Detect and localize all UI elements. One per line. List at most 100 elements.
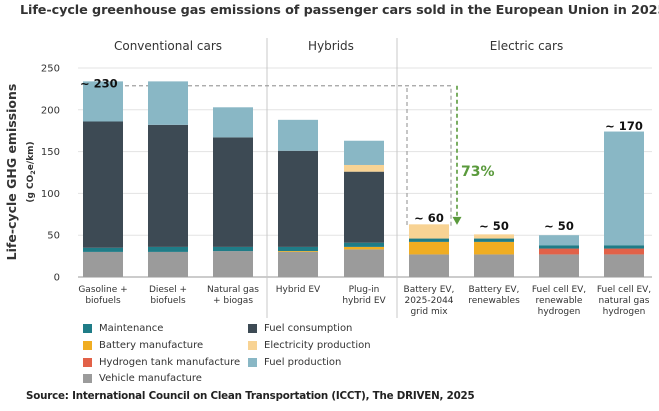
bar-segment-maintenance — [604, 245, 644, 249]
bar-segment-battery-manufacture — [344, 246, 384, 250]
category-label-line: grid mix — [410, 307, 448, 317]
legend-label: Battery manufacture — [99, 339, 204, 351]
legend-item: Electricity production — [248, 340, 371, 351]
category-label: Fuel cell EV, renewable hydrogen — [532, 285, 586, 317]
legend-label: Hydrogen tank manufacture — [99, 356, 241, 368]
value-annotation: ~ 50 — [479, 219, 509, 233]
bar-segment-fuel-production — [213, 107, 253, 138]
y-tick-label: 0 — [54, 273, 60, 284]
bar-segment-electricity-production — [344, 164, 384, 172]
bar-segment-battery-manufacture — [474, 241, 514, 255]
category-label-line: 2025-2044 — [404, 296, 453, 306]
y-tick-label: 50 — [47, 231, 60, 242]
reduction-arrow-head — [452, 216, 462, 225]
legend-item: Maintenance — [83, 323, 163, 334]
bar-segment-vehicle-manufacture — [539, 254, 579, 277]
bar-segment-fuel-production — [344, 140, 384, 165]
bar-segment-battery-manufacture — [409, 241, 449, 255]
y-axis-title: Life-cycle GHG emissions — [4, 84, 19, 261]
bar-segment-fuel-production — [83, 81, 123, 122]
category-label: Hybrid EV — [276, 285, 321, 295]
legend-item: Fuel consumption — [248, 323, 352, 334]
bar-segment-electricity-production — [409, 224, 449, 239]
category-label-line: hydrogen — [603, 307, 646, 317]
dashed-reference-box — [83, 85, 452, 227]
group-label: Hybrids — [308, 39, 354, 53]
y-axis: 0 50 100 150 200 250 Life-cycle GHG emissions (… — [4, 64, 60, 284]
bar-segment-maintenance — [474, 238, 514, 242]
legend-item: Fuel production — [248, 357, 341, 368]
bar-segment-vehicle-manufacture — [148, 251, 188, 277]
group-label: Electric cars — [490, 39, 563, 53]
bar-segment-battery-manufacture — [278, 251, 318, 252]
annotations: ~ 230 ~ 60 ~ 50 ~ 50 ~ 170 — [80, 77, 643, 233]
group-dividers — [266, 38, 398, 318]
legend-item: Battery manufacture — [83, 340, 203, 351]
category-label-line: Battery EV, — [404, 285, 455, 295]
legend-swatch — [83, 374, 92, 384]
bar-segment-fuel-consumption — [213, 137, 253, 247]
value-annotation: ~ 230 — [80, 77, 118, 91]
legend-swatch — [248, 340, 257, 350]
legend-label: Fuel consumption — [264, 323, 353, 334]
bar-segment-fuel-consumption — [278, 150, 318, 247]
bar-segment-vehicle-manufacture — [409, 254, 449, 277]
bar-segment-maintenance — [409, 238, 449, 242]
y-tick-label: 200 — [41, 105, 60, 116]
category-label-line: Hybrid EV — [276, 285, 321, 295]
bar-segment-vehicle-manufacture — [278, 251, 318, 277]
bar-segment-vehicle-manufacture — [604, 254, 644, 277]
legend-swatch — [248, 324, 257, 333]
bar-segment-maintenance — [278, 246, 318, 252]
bar-segment-fuel-production — [148, 81, 188, 125]
bar-segment-maintenance — [83, 247, 123, 252]
legend-swatch — [83, 324, 92, 333]
category-label-line: Gasoline + — [78, 285, 127, 295]
legend-label: Vehicle manufacture — [99, 373, 202, 385]
category-label-line: biofuels — [85, 296, 121, 306]
bar-segment-vehicle-manufacture — [213, 251, 253, 277]
y-tick-label: 250 — [41, 64, 60, 75]
category-label: Battery EV, 2025-2044 grid mix — [404, 285, 455, 317]
bar-segment-fuel-consumption — [83, 121, 123, 248]
legend-swatch — [83, 357, 92, 367]
bar-segment-fuel-consumption — [344, 171, 384, 243]
value-annotation: ~ 170 — [605, 119, 643, 133]
category-label-line: renewable — [536, 296, 583, 306]
category-label-line: Fuel cell EV, — [597, 285, 651, 295]
group-labels: Conventional cars Hybrids Electric cars — [114, 39, 563, 53]
chart-title: Life-cycle greenhouse gas emissions of p… — [20, 3, 659, 18]
legend-swatch — [83, 340, 92, 350]
category-label-line: hybrid EV — [342, 296, 386, 306]
category-label-line: Fuel cell EV, — [532, 285, 586, 295]
category-label-line: hydrogen — [538, 307, 581, 317]
category-label-line: Battery EV, — [469, 285, 520, 295]
category-label: Gasoline + biofuels — [78, 285, 127, 306]
bar-segment-vehicle-manufacture — [344, 249, 384, 277]
legend-item: Hydrogen tank manufacture — [83, 357, 240, 368]
legend-swatch — [248, 357, 257, 367]
reference-lines: 73% — [83, 85, 495, 227]
bar-segment-vehicle-manufacture — [474, 254, 514, 277]
bar-segment-fuel-production — [278, 119, 318, 151]
category-label: Plug-in hybrid EV — [342, 285, 386, 306]
category-label-line: + biogas — [213, 296, 253, 306]
y-tick-label: 100 — [41, 189, 60, 200]
bar-segment-fuel-consumption — [148, 124, 188, 247]
category-label-line: Diesel + — [149, 285, 187, 295]
bars — [83, 81, 644, 277]
category-label-line: natural gas — [599, 296, 650, 306]
value-annotation: ~ 50 — [544, 219, 574, 233]
category-label-line: Natural gas — [207, 285, 259, 295]
y-unit-subscript: 2 — [29, 170, 37, 175]
category-label-line: renewables — [468, 296, 520, 306]
category-label: Diesel + biofuels — [149, 285, 187, 306]
category-label: Fuel cell EV, natural gas hydrogen — [597, 285, 651, 317]
source-note: Source: International Council on Clean T… — [26, 390, 475, 402]
y-tick-label: 150 — [41, 147, 60, 158]
value-annotation: ~ 60 — [414, 211, 444, 225]
bar-segment-electricity-production — [474, 234, 514, 239]
bar-segment-hydrogen-tank-manufacture — [604, 248, 644, 255]
